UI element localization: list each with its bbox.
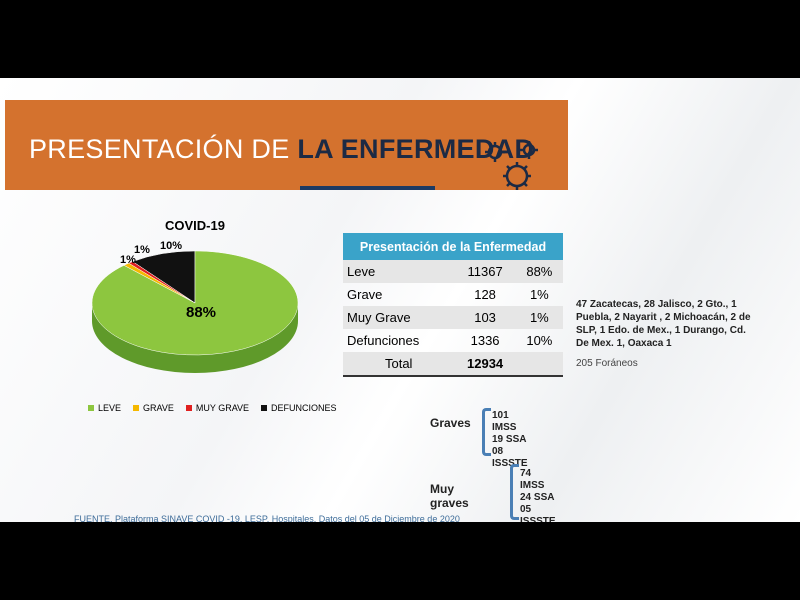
title-banner: PRESENTACIÓN DE LA ENFERMEDAD xyxy=(5,100,568,190)
title-underline xyxy=(300,186,435,190)
pie-slice-leve xyxy=(91,250,299,356)
table-header: Presentación de la Enfermedad xyxy=(343,233,563,260)
slide-title: PRESENTACIÓN DE LA ENFERMEDAD xyxy=(29,134,534,165)
table-row: Defunciones 1336 10% xyxy=(347,333,553,348)
pie-label-grave: 1% xyxy=(120,254,136,266)
title-light: PRESENTACIÓN DE xyxy=(29,134,298,164)
states-note: 47 Zacatecas, 28 Jalisco, 2 Gto., 1 Pueb… xyxy=(576,299,751,349)
table-total-row: Total 12934 xyxy=(343,352,563,377)
chart-legend: LEVE GRAVE MUY GRAVE DEFUNCIONES xyxy=(88,403,337,413)
virus-icon xyxy=(485,141,538,190)
pie-label-muy-grave: 1% xyxy=(134,244,150,256)
legend-item-muy-grave: MUY GRAVE xyxy=(185,403,249,413)
presentation-table: Presentación de la Enfermedad Leve 11367 8… xyxy=(343,233,563,377)
foraneos-note: 205 Foráneos xyxy=(576,358,638,369)
source-note: FUENTE. Plataforma SINAVE COVID -19, LES… xyxy=(74,514,460,522)
pie-label-leve: 88% xyxy=(186,304,217,321)
table-row: Muy Grave 103 1% xyxy=(343,306,563,329)
slide: PRESENTACIÓN DE LA ENFERMEDAD COVID-19 8… xyxy=(0,78,800,522)
legend-item-grave: GRAVE xyxy=(133,403,174,413)
legend-item-leve: LEVE xyxy=(88,403,121,413)
pie-chart xyxy=(91,250,299,373)
table-row: Leve 11367 88% xyxy=(343,260,563,283)
legend-item-defunciones: DEFUNCIONES xyxy=(261,403,337,413)
table-row: Grave 128 1% xyxy=(347,287,549,302)
chart-title: COVID-19 xyxy=(165,218,225,233)
pie-label-defunciones: 10% xyxy=(160,240,183,252)
